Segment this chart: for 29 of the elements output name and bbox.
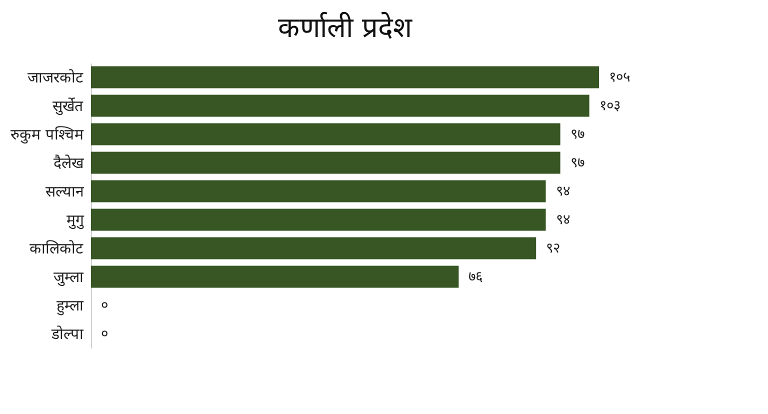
- y-tick-label: डोल्पा: [50, 324, 84, 343]
- bar: [91, 266, 459, 288]
- y-tick-label: कालिकोट: [30, 239, 84, 258]
- bar: [91, 208, 546, 231]
- y-tick-label: सुर्खेत: [52, 96, 84, 116]
- data-label: ९७: [570, 126, 584, 142]
- bar: [91, 152, 560, 174]
- data-label: १०५: [609, 69, 630, 86]
- y-tick-label: हुम्ला: [56, 296, 84, 316]
- data-label: ९७: [570, 154, 584, 171]
- data-label: १०३: [599, 98, 620, 114]
- bar: [91, 180, 546, 202]
- data-label: ७६: [468, 268, 483, 285]
- bar: [91, 94, 590, 117]
- data-label: ०: [101, 297, 108, 314]
- chart-title: कर्णाली प्रदेश: [278, 11, 413, 44]
- y-tick-label: जुम्ला: [54, 268, 84, 287]
- data-label: ०: [101, 326, 108, 342]
- y-tick-label: दैलेख: [54, 154, 84, 172]
- y-tick-label: रुकुम पश्चिम: [10, 125, 84, 144]
- data-label: ९२: [546, 240, 560, 256]
- data-label: ९४: [556, 183, 570, 200]
- bar: [91, 123, 560, 146]
- y-tick-label: जाजरकोट: [28, 68, 84, 86]
- y-tick-label: सल्यान: [46, 182, 84, 200]
- bar: [91, 66, 599, 88]
- data-label: ९४: [556, 212, 570, 228]
- y-tick-label: मुगु: [66, 210, 84, 230]
- bar: [91, 237, 536, 260]
